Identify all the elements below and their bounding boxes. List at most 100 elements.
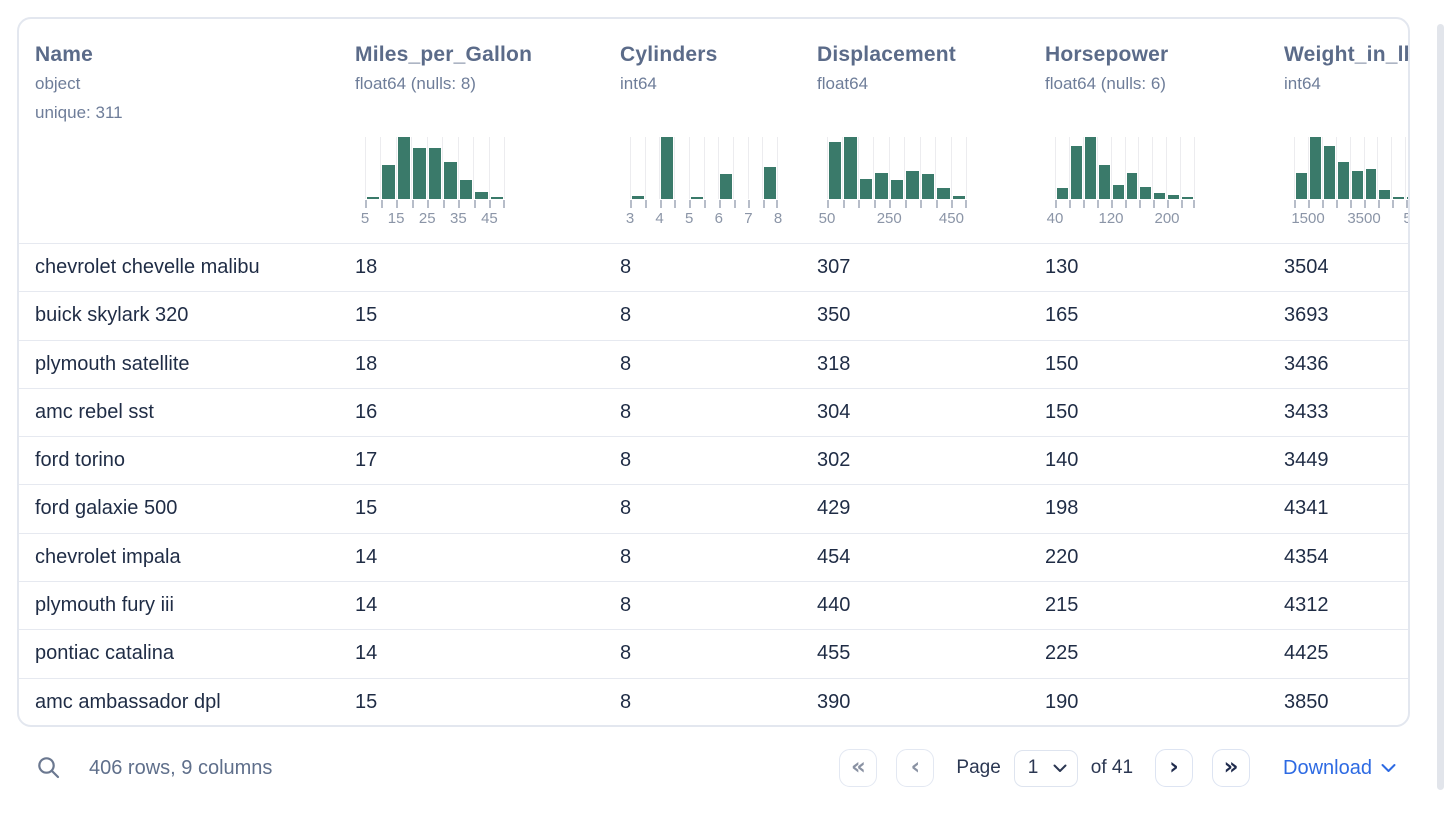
table-row[interactable]: chevrolet chevelle malibu 18 8 307 130 3504 <box>19 244 1408 293</box>
axis-tick <box>1111 200 1113 208</box>
column-title: Name <box>35 43 93 66</box>
previous-page-button[interactable]: ‹ <box>896 749 935 787</box>
histogram-axis <box>1294 199 1408 208</box>
table-row[interactable]: plymouth satellite 18 8 318 150 3436 <box>19 341 1408 389</box>
histogram-bar <box>397 137 411 199</box>
histogram-bin <box>857 137 873 199</box>
cell-miles-per-gallon: 18 <box>355 256 378 278</box>
histogram-bin <box>411 137 426 199</box>
axis-tick <box>1055 200 1057 208</box>
chevron-down-icon <box>1381 763 1396 773</box>
axis-tick <box>1392 200 1394 208</box>
axis-tick <box>935 200 938 208</box>
last-page-icon: » <box>1223 753 1239 780</box>
histogram-bin <box>1349 137 1364 199</box>
cell-cylinders: 8 <box>620 690 632 713</box>
cell-displacement: 350 <box>817 304 851 327</box>
table-row[interactable]: plymouth fury iii 14 8 440 215 4312 <box>19 582 1408 631</box>
table-row[interactable]: chevrolet impala 14 8 454 220 4354 <box>19 534 1408 583</box>
cell-name: ford galaxie 500 <box>35 497 178 520</box>
column-header-miles-per-gallon[interactable]: Miles_per_Gallon float64 (nulls: 8) 5 15 25 3… <box>339 19 604 243</box>
histogram-bar <box>1154 193 1166 199</box>
histogram-bar <box>1098 165 1110 199</box>
axis-tick <box>674 200 677 208</box>
histogram-bin <box>674 137 689 199</box>
cell-weight-in-lbs: 3449 <box>1284 449 1329 472</box>
histogram-bin <box>1152 137 1166 199</box>
histogram-bin <box>473 137 488 199</box>
cell-miles-per-gallon: 15 <box>355 304 378 327</box>
column-header-horsepower[interactable]: Horsepower float64 (nulls: 6) 40 120 200 <box>1029 19 1268 243</box>
histogram-bars <box>630 137 779 199</box>
page-select[interactable]: 1 <box>1013 749 1078 787</box>
axis-tick <box>704 200 706 208</box>
cell-name: amc ambassador dpl <box>35 690 221 713</box>
histogram-bin <box>1321 137 1336 199</box>
table-row[interactable]: ford galaxie 500 15 8 429 198 4341 <box>19 485 1408 534</box>
row-column-count: 406 rows, 9 columns <box>89 756 273 779</box>
download-button[interactable]: Download <box>1283 757 1396 780</box>
column-title: Displacement <box>817 43 956 66</box>
cell-name: buick skylark 320 <box>35 304 189 327</box>
column-header-cylinders[interactable]: Cylinders int64 3 4 5 6 7 8 <box>604 19 801 243</box>
table-row[interactable]: amc rebel sst 16 8 304 150 3433 <box>19 389 1408 438</box>
search-button[interactable] <box>35 754 63 782</box>
histogram-bar <box>844 137 857 199</box>
cell-weight-in-lbs: 3504 <box>1284 256 1329 278</box>
axis-tick <box>920 200 923 208</box>
histogram-bin <box>919 137 935 199</box>
histogram-bar <box>906 171 919 199</box>
last-page-button[interactable]: » <box>1212 749 1251 787</box>
histogram-bin <box>888 137 904 199</box>
axis-tick <box>889 200 892 208</box>
cell-displacement: 429 <box>817 497 851 520</box>
histogram-bin <box>1335 137 1350 199</box>
cell-cylinders: 8 <box>620 594 632 617</box>
histogram-bar <box>428 148 442 199</box>
histogram-bin <box>904 137 919 199</box>
cell-displacement: 302 <box>817 449 851 472</box>
download-label: Download <box>1283 756 1372 779</box>
axis-tick-label: 3 <box>625 210 635 227</box>
axis-tick <box>718 200 721 208</box>
next-page-button[interactable]: › <box>1155 749 1194 787</box>
cell-horsepower: 165 <box>1045 304 1079 327</box>
axis-tick <box>365 200 367 208</box>
histogram-bar <box>382 165 395 199</box>
histogram-bar <box>1182 197 1194 199</box>
axis-tick <box>763 200 766 208</box>
axis-tick-label: 7 <box>744 210 753 227</box>
histogram-bars <box>365 137 505 199</box>
vertical-scrollbar[interactable] <box>1437 24 1444 790</box>
axis-tick <box>1139 200 1141 208</box>
histogram-bin <box>1055 137 1069 199</box>
axis-tick <box>1364 200 1366 208</box>
histogram-bin <box>1294 137 1308 199</box>
histogram-bar <box>1379 190 1391 199</box>
axis-tick-label: 40 <box>1046 210 1064 227</box>
axis-tick-label: 8 <box>773 210 783 227</box>
histogram-bar <box>1112 185 1124 199</box>
cell-miles-per-gallon: 15 <box>355 497 378 520</box>
cell-displacement: 454 <box>817 545 851 568</box>
table-row[interactable]: amc ambassador dpl 15 8 390 190 3850 <box>19 679 1408 725</box>
column-header-name[interactable]: Name object unique: 311 <box>19 19 339 243</box>
column-header-weight-in-lbs[interactable]: Weight_in_lbs int64 1500 3500 5500 <box>1268 19 1408 243</box>
histogram-bar <box>720 174 732 199</box>
first-page-button[interactable]: « <box>839 749 878 787</box>
histogram-bin <box>747 137 763 199</box>
axis-tick <box>776 200 778 208</box>
histogram-bin <box>488 137 505 199</box>
axis-tick <box>659 200 662 208</box>
histogram-bar <box>490 197 503 199</box>
histogram-bin <box>732 137 748 199</box>
cell-miles-per-gallon: 17 <box>355 449 378 472</box>
table-row[interactable]: buick skylark 320 15 8 350 165 3693 <box>19 292 1408 341</box>
cell-weight-in-lbs: 3850 <box>1284 690 1329 713</box>
table-row[interactable]: ford torino 17 8 302 140 3449 <box>19 437 1408 486</box>
axis-tick <box>1193 200 1195 208</box>
column-header-displacement[interactable]: Displacement float64 50 250 450 <box>801 19 1029 243</box>
histogram-bin <box>703 137 719 199</box>
table-row[interactable]: pontiac catalina 14 8 455 225 4425 <box>19 630 1408 679</box>
histogram-bin <box>1180 137 1196 199</box>
